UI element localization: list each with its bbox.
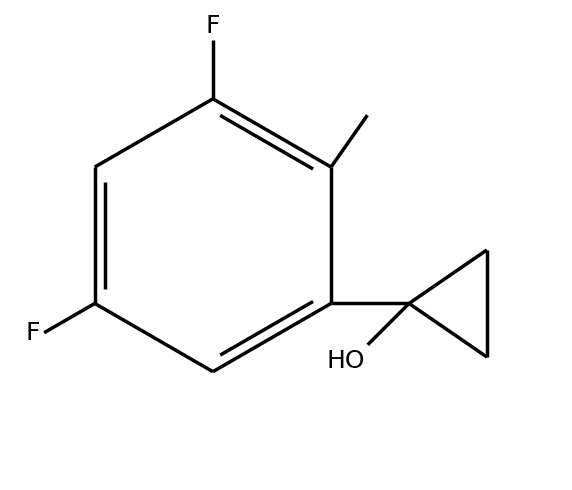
Text: F: F bbox=[206, 14, 220, 38]
Text: HO: HO bbox=[327, 349, 366, 373]
Text: F: F bbox=[26, 320, 40, 344]
